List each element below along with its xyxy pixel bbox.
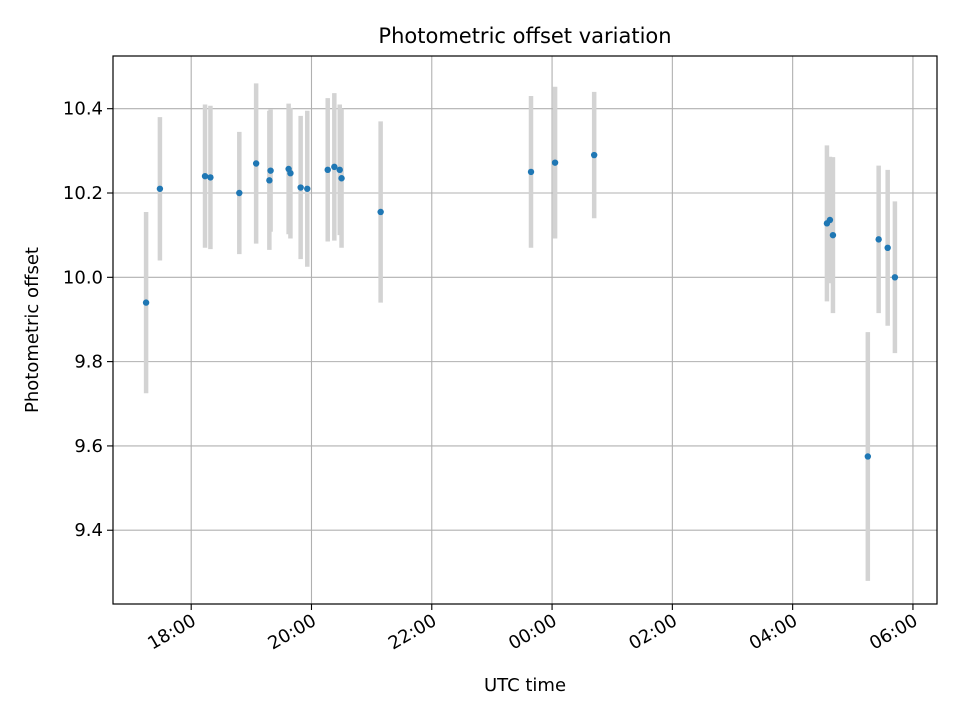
data-point [829,231,837,239]
y-tick-label: 10.2 [63,183,103,204]
y-axis-label: Photometric offset [22,247,43,413]
y-tick-label: 10.4 [63,99,103,120]
data-point [297,184,304,191]
data-point [142,299,150,306]
grid [113,56,937,604]
data-point [266,177,273,184]
data-point [590,151,598,159]
data-point [527,168,535,176]
data-point [875,236,882,243]
data-point [884,244,891,251]
data-point [551,159,559,166]
data-point [236,189,243,197]
data-point [324,166,331,174]
y-tick-label: 9.8 [74,352,103,373]
data-point [156,185,164,192]
data-point [864,453,872,460]
data-points [142,151,899,460]
data-point [304,185,311,192]
data-point [207,174,214,181]
data-point [377,208,384,216]
data-point [338,175,345,182]
plot-frame [112,55,938,605]
x-axis-label: UTC time [484,675,566,696]
y-tick-label: 9.4 [74,520,103,541]
data-point [201,172,209,180]
data-point [287,169,294,177]
y-tick-label: 9.6 [74,436,103,457]
y-tick-label: 10.0 [63,267,103,288]
data-point [267,167,274,174]
data-point [252,160,260,167]
data-point [331,163,338,171]
ticks: 18:00 20:00 22:00 00:00 02:00 04:00 06:009.49.… [63,99,922,655]
data-point [826,216,834,224]
data-point [891,274,899,281]
data-point [336,166,343,174]
chart-title: Photometric offset variation [378,24,671,48]
